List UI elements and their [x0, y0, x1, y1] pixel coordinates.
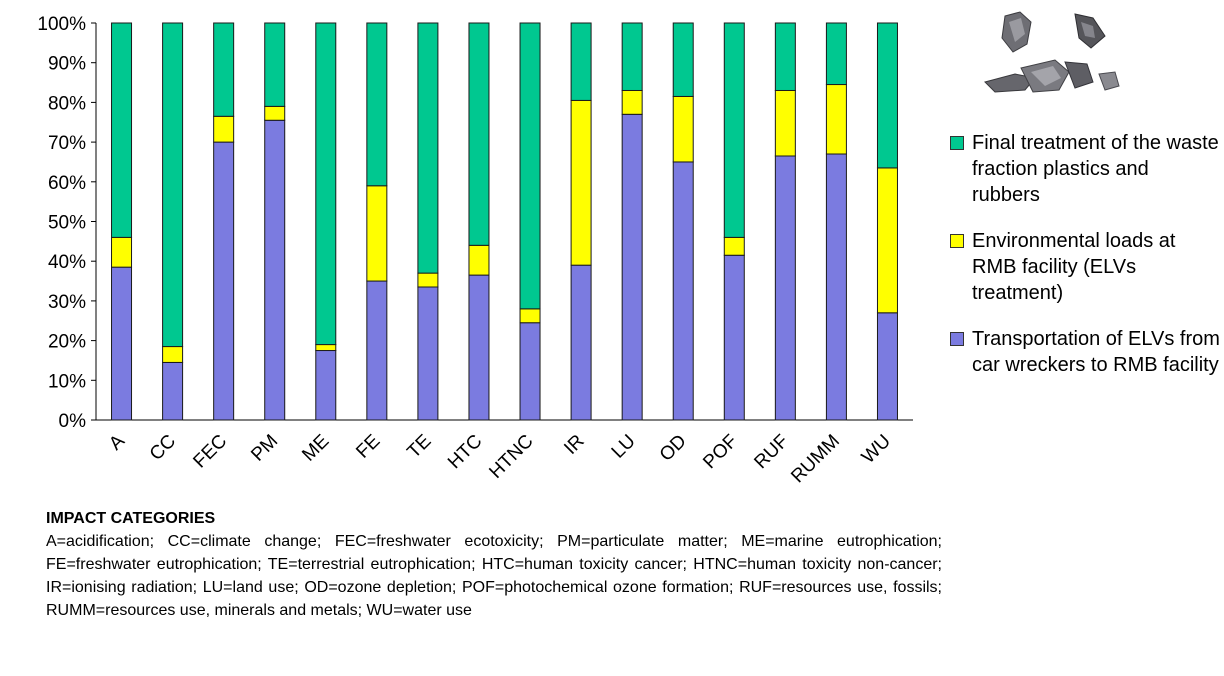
bar-lu-series-0 [621, 113, 643, 421]
x-tick-label: ME [298, 431, 333, 466]
y-tick-label: 30% [48, 292, 86, 313]
chart-legend: Final treatment of the waste fraction pl… [950, 130, 1220, 398]
legend-swatch-final-treatment [950, 136, 964, 150]
bar-rumm-series-0 [825, 153, 847, 421]
bar-lu-series-2 [621, 22, 643, 91]
bar-pof-series-0 [723, 254, 745, 421]
y-tick-label: 40% [48, 252, 86, 273]
y-tick-label: 80% [48, 93, 86, 114]
x-tick-label: CC [146, 431, 180, 465]
bar-a-series-0 [111, 266, 133, 421]
y-tick-label: 20% [48, 332, 86, 353]
y-tick-label: 10% [48, 371, 86, 392]
impact-categories-notes: IMPACT CATEGORIES A=acidification; CC=cl… [46, 508, 942, 622]
legend-label-transportation: Transportation of ELVs from car wreckers… [972, 328, 1220, 376]
y-tick-label: 0% [59, 411, 87, 432]
bar-ir-series-1 [570, 99, 592, 266]
legend-swatch-transportation [950, 332, 964, 346]
legend-label-environmental-loads: Environmental loads at RMB facility (ELV… [972, 230, 1176, 304]
bar-lu-series-1 [621, 89, 643, 115]
bar-cc-series-2 [162, 22, 184, 348]
bar-te-series-0 [417, 286, 439, 421]
x-tick-label: POF [699, 431, 741, 473]
stacked-bar-chart: 0% 10% 20% 30% 40% 50% 60% 70% 80% 90% 100% A CC FEC P… [37, 14, 913, 488]
bar-me-series-2 [315, 22, 337, 346]
notes-text: A=acidification; CC=climate change; FEC=… [46, 533, 942, 619]
legend-item-final-treatment: Final treatment of the waste fraction pl… [950, 130, 1220, 208]
bar-ruf-series-2 [774, 22, 796, 91]
x-tick-label: HTC [444, 431, 486, 473]
bar-htnc-series-2 [519, 22, 541, 310]
bar-me-series-1 [315, 344, 337, 352]
bar-te-series-2 [417, 22, 439, 274]
y-tick-label: 50% [48, 213, 86, 234]
bar-fe-series-0 [366, 280, 388, 421]
legend-swatch-environmental-loads [950, 234, 964, 248]
bar-a-series-1 [111, 236, 133, 268]
bar-od-series-0 [672, 161, 694, 421]
bar-me-series-0 [315, 350, 337, 421]
bar-htnc-series-1 [519, 308, 541, 324]
bar-a-series-2 [111, 22, 133, 238]
y-tick-label: 100% [37, 14, 86, 35]
bar-wu-series-0 [876, 312, 898, 421]
legend-item-environmental-loads: Environmental loads at RMB facility (ELV… [950, 228, 1220, 306]
x-tick-label: WU [858, 431, 895, 468]
bar-fec-series-1 [213, 115, 235, 143]
bar-fec-series-2 [213, 22, 235, 117]
bar-ir-series-0 [570, 264, 592, 421]
bar-cc-series-0 [162, 361, 184, 421]
x-tick-label: FEC [189, 431, 231, 473]
bar-cc-series-1 [162, 346, 184, 363]
x-tick-label: A [105, 430, 129, 454]
bar-od-series-1 [672, 95, 694, 163]
bar-rumm-series-2 [825, 22, 847, 86]
bar-htc-series-0 [468, 274, 490, 421]
bar-pm-series-2 [264, 22, 286, 107]
x-tick-label: IR [560, 431, 588, 459]
x-tick-label: TE [403, 431, 435, 463]
y-tick-label: 60% [48, 173, 86, 194]
bar-fe-series-1 [366, 185, 388, 282]
bar-wu-series-1 [876, 167, 898, 314]
x-tick-label: PM [247, 431, 282, 466]
x-tick-label: RUF [750, 431, 792, 473]
bar-pm-series-1 [264, 105, 286, 121]
x-tick-label: FE [352, 431, 384, 463]
bar-ruf-series-0 [774, 155, 796, 421]
bar-pof-series-1 [723, 236, 745, 256]
bar-pof-series-2 [723, 22, 745, 238]
x-tick-label: HTNC [485, 431, 537, 483]
bar-htnc-series-0 [519, 322, 541, 421]
bar-ruf-series-1 [774, 89, 796, 157]
x-tick-label: RUMM [787, 431, 844, 488]
bar-od-series-2 [672, 22, 694, 97]
bar-pm-series-0 [264, 119, 286, 421]
legend-label-final-treatment: Final treatment of the waste fraction pl… [972, 132, 1219, 206]
bar-fec-series-0 [213, 141, 235, 421]
y-tick-label: 90% [48, 54, 86, 75]
y-tick-label: 70% [48, 133, 86, 154]
bar-fe-series-2 [366, 22, 388, 187]
bar-te-series-1 [417, 272, 439, 288]
bar-rumm-series-1 [825, 84, 847, 155]
bar-ir-series-2 [570, 22, 592, 101]
x-tick-label: LU [608, 431, 640, 463]
bar-htc-series-1 [468, 244, 490, 276]
legend-item-transportation: Transportation of ELVs from car wreckers… [950, 326, 1220, 378]
x-tick-label: OD [656, 431, 691, 466]
bar-wu-series-2 [876, 22, 898, 169]
plastic-scrap-photo [984, 11, 1120, 93]
bar-htc-series-2 [468, 22, 490, 246]
notes-title: IMPACT CATEGORIES [46, 510, 216, 527]
